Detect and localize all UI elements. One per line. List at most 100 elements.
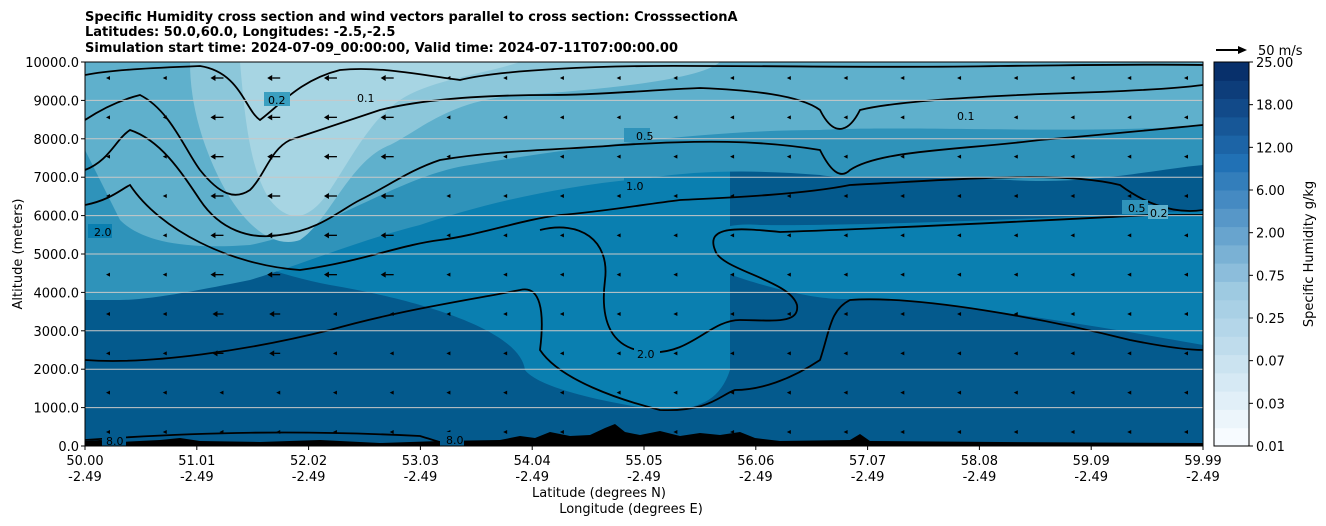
wind-vector — [730, 430, 735, 434]
wind-vector — [900, 272, 905, 277]
wind-vector — [210, 75, 224, 81]
wind-vector — [559, 272, 564, 277]
wind-vector — [162, 233, 167, 238]
wind-vector — [1184, 390, 1188, 395]
wind-vector — [276, 390, 281, 395]
colorbar-band-19 — [1214, 80, 1249, 100]
wind-vector — [267, 153, 281, 160]
x-axis-title-lat: Latitude (degrees N) — [532, 486, 666, 501]
x-tick-lon-0: -2.49 — [68, 470, 102, 485]
wind-vector — [446, 76, 451, 80]
wind-vector — [1070, 76, 1075, 80]
wind-vector — [1184, 194, 1188, 198]
colorbar-band-10 — [1214, 244, 1249, 264]
wind-vector — [900, 194, 905, 198]
colorbar-tick-label-8: 18.00 — [1256, 99, 1293, 114]
wind-vector — [843, 115, 848, 120]
wind-vector — [267, 232, 281, 239]
contour-2-0-lower — [85, 288, 1203, 411]
wind-vector — [673, 233, 678, 238]
wind-vector — [503, 390, 508, 395]
wind-vector — [616, 194, 621, 198]
wind-vector — [106, 351, 110, 356]
contour-label-01-b: 0.1 — [957, 110, 975, 123]
contour-label-01-a: 0.1 — [357, 92, 375, 105]
wind-vector — [900, 390, 905, 395]
wind-vector — [1184, 154, 1188, 159]
wind-vector — [267, 114, 281, 121]
colorbar-band-9 — [1214, 263, 1249, 282]
wind-vector — [219, 390, 224, 395]
wind-vector — [162, 430, 167, 434]
x-tick-lat-6: 56.06 — [737, 454, 774, 469]
wind-vector — [1013, 76, 1018, 80]
wind-vector — [389, 430, 394, 434]
wind-vector — [332, 351, 337, 356]
wind-vector — [1184, 115, 1188, 120]
contour-label-02-b: 0.2 — [1150, 207, 1168, 220]
wind-vector — [212, 350, 224, 357]
colorbar-tick-label-6: 6.00 — [1256, 184, 1285, 199]
wind-vector — [503, 194, 508, 198]
colorbar-band-13 — [1214, 190, 1249, 209]
wind-vector — [1127, 272, 1132, 277]
wind-vector — [730, 272, 735, 277]
wind-vector — [1013, 154, 1018, 159]
x-axis: 50.00-2.4951.01-2.4952.02-2.4953.03-2.49… — [66, 446, 1222, 485]
wind-vector — [843, 430, 848, 434]
wind-vector — [323, 232, 337, 239]
wind-vector — [446, 154, 451, 159]
wind-vector — [957, 272, 962, 277]
colorbar-band-15 — [1214, 153, 1249, 173]
chart-title-line-2: Latitudes: 50.0,60.0, Longitudes: -2.5,-… — [85, 25, 395, 40]
y-tick-label-4: 4000.0 — [34, 286, 80, 301]
wind-vector — [957, 351, 962, 356]
wind-vector — [210, 271, 224, 278]
y-axis-title: Altitude (meters) — [11, 199, 26, 310]
wind-vector — [1070, 390, 1075, 395]
wind-vector — [267, 193, 281, 199]
wind-vector — [957, 430, 962, 434]
contour-label-02-a: 0.2 — [268, 94, 286, 107]
colorbar-band-3 — [1214, 372, 1249, 392]
wind-vector — [269, 350, 281, 357]
wind-vector — [1013, 430, 1018, 434]
wind-vector — [786, 194, 791, 198]
wind-vector — [332, 312, 337, 316]
x-tick-lon-1: -2.49 — [180, 470, 214, 485]
wind-vector — [446, 390, 451, 395]
wind-vector — [503, 351, 508, 356]
wind-vector — [730, 351, 735, 356]
x-tick-lon-6: -2.49 — [739, 470, 773, 485]
wind-vector — [730, 76, 735, 80]
wind-vector — [162, 76, 167, 80]
wind-vector — [1127, 312, 1132, 316]
wind-vector — [269, 311, 281, 317]
wind-vector — [380, 193, 394, 199]
wind-vector — [446, 115, 451, 120]
wind-vector — [673, 430, 678, 434]
x-tick-lat-3: 53.03 — [402, 454, 439, 469]
wind-vector — [1070, 272, 1075, 277]
wind-vector — [843, 76, 848, 80]
y-tick-label-5: 5000.0 — [34, 248, 80, 263]
wind-vector — [276, 430, 281, 434]
wind-vectors — [106, 75, 1188, 434]
wind-vector — [673, 154, 678, 159]
wind-vector — [900, 115, 905, 120]
wind-vector — [323, 193, 337, 199]
wind-vector — [616, 390, 621, 395]
wind-vector — [957, 390, 962, 395]
wind-vector — [843, 272, 848, 277]
x-tick-lon-9: -2.49 — [1074, 470, 1108, 485]
contour-2-0-upper — [539, 214, 1203, 353]
wind-vector — [559, 194, 564, 198]
wind-vector — [559, 312, 564, 316]
wind-vector — [106, 272, 110, 277]
wind-vector — [1127, 115, 1132, 120]
colorbar-tick-label-2: 0.07 — [1256, 355, 1285, 370]
colorbar-frame — [1213, 61, 1250, 447]
wind-vector — [267, 75, 281, 81]
wind-vector — [843, 312, 848, 316]
contour-label-80: 8.0 — [446, 434, 464, 447]
